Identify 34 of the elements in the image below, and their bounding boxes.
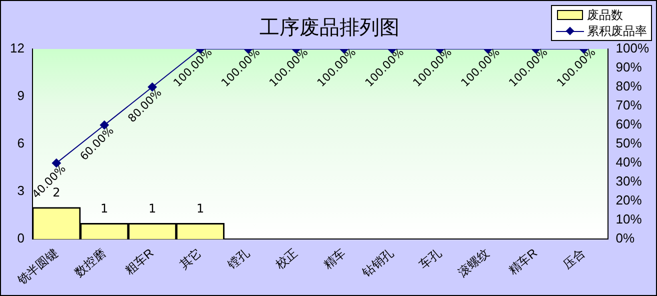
data-label: 1 xyxy=(196,201,204,216)
y-tick-label: 12 xyxy=(10,40,24,56)
y2-tick-label: 50% xyxy=(616,136,642,151)
x-tick-label: 精车R xyxy=(506,246,540,278)
x-tick-label: 滚螺纹 xyxy=(455,246,492,280)
legend-label: 废品数 xyxy=(587,6,623,24)
x-tick-label: 压合 xyxy=(560,246,588,272)
chart-title: 工序废品排列图 xyxy=(260,15,400,40)
x-tick-label: 铣半圆键 xyxy=(14,246,60,288)
y-tick-label: 0 xyxy=(17,230,24,246)
data-label: 1 xyxy=(100,201,108,216)
x-tick-label: 校正 xyxy=(272,246,300,273)
y2-tick-label: 70% xyxy=(616,98,642,113)
y-tick-label: 6 xyxy=(17,136,24,151)
x-tick-label: 车孔 xyxy=(416,246,444,272)
y2-tick-label: 60% xyxy=(616,116,642,132)
y2-tick-label: 10% xyxy=(616,212,642,227)
x-tick-label: 粗车R xyxy=(122,246,157,278)
y2-tick-label: 100% xyxy=(616,40,650,56)
y2-tick-label: 30% xyxy=(616,174,642,189)
y2-tick-label: 80% xyxy=(616,78,642,94)
x-tick-label: 数控磨 xyxy=(72,246,108,280)
legend-label: 累积废品率 xyxy=(587,22,647,40)
y-tick-label: 3 xyxy=(17,183,24,198)
data-label: 1 xyxy=(148,201,156,216)
x-tick-label: 精车 xyxy=(320,246,348,272)
x-tick-label: 镗孔 xyxy=(224,246,252,273)
y2-tick-label: 20% xyxy=(616,192,642,208)
y2-tick-label: 90% xyxy=(616,60,642,75)
y2-tick-label: 0% xyxy=(616,230,635,246)
x-tick-label: 钻销孔 xyxy=(358,246,396,280)
y2-tick-label: 40% xyxy=(616,154,642,170)
x-tick-label: 其它 xyxy=(176,246,204,272)
y-tick-label: 9 xyxy=(17,88,24,104)
